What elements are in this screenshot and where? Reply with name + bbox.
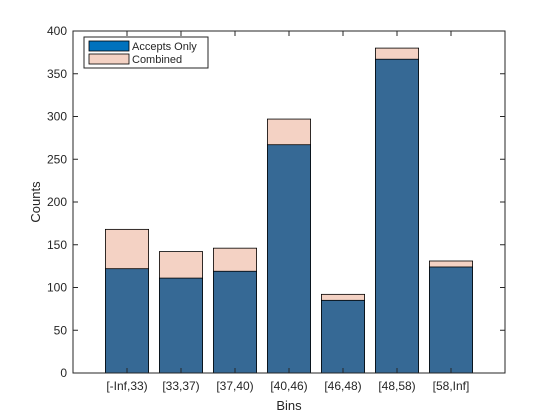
legend-label: Accepts Only: [132, 41, 197, 53]
bar-accepts-only: [158, 277, 203, 374]
x-tick-label: [46,48): [324, 379, 361, 393]
bar-accepts-only: [428, 266, 473, 374]
x-axis: [-Inf,33) [33,37) [37,40) [40,46) [46,48) [48…: [106, 31, 469, 393]
bar-accepts-only: [105, 268, 150, 374]
y-axis-label: Counts: [28, 181, 43, 223]
y-axis: 0 50 100 150 200 250 300 350 400: [47, 24, 505, 380]
x-tick-label: [37,40): [216, 379, 253, 393]
y-tick-label: 200: [47, 195, 67, 209]
bar-accepts-only: [374, 58, 419, 374]
legend-label: Combined: [132, 54, 182, 66]
x-tick-label: [40,46): [270, 379, 307, 393]
x-tick-label: [48,58): [378, 379, 415, 393]
bars-group: [105, 47, 473, 374]
bar-accepts-only: [320, 299, 365, 374]
legend-swatch: [88, 53, 130, 65]
bar-accepts-only: [212, 270, 257, 374]
y-tick-label: 150: [47, 238, 67, 252]
y-tick-label: 50: [54, 323, 68, 337]
y-tick-label: 250: [47, 152, 67, 166]
x-axis-label: Bins: [276, 398, 302, 413]
legend-swatch: [88, 40, 130, 52]
y-tick-label: 350: [47, 67, 67, 81]
x-tick-label: [58,Inf]: [433, 379, 470, 393]
x-tick-label: [-Inf,33): [106, 379, 147, 393]
bar-accepts-only: [266, 144, 311, 374]
x-tick-label: [33,37): [162, 379, 199, 393]
y-tick-label: 100: [47, 281, 67, 295]
y-tick-label: 0: [60, 366, 67, 380]
y-tick-label: 300: [47, 110, 67, 124]
y-tick-label: 400: [47, 24, 67, 38]
